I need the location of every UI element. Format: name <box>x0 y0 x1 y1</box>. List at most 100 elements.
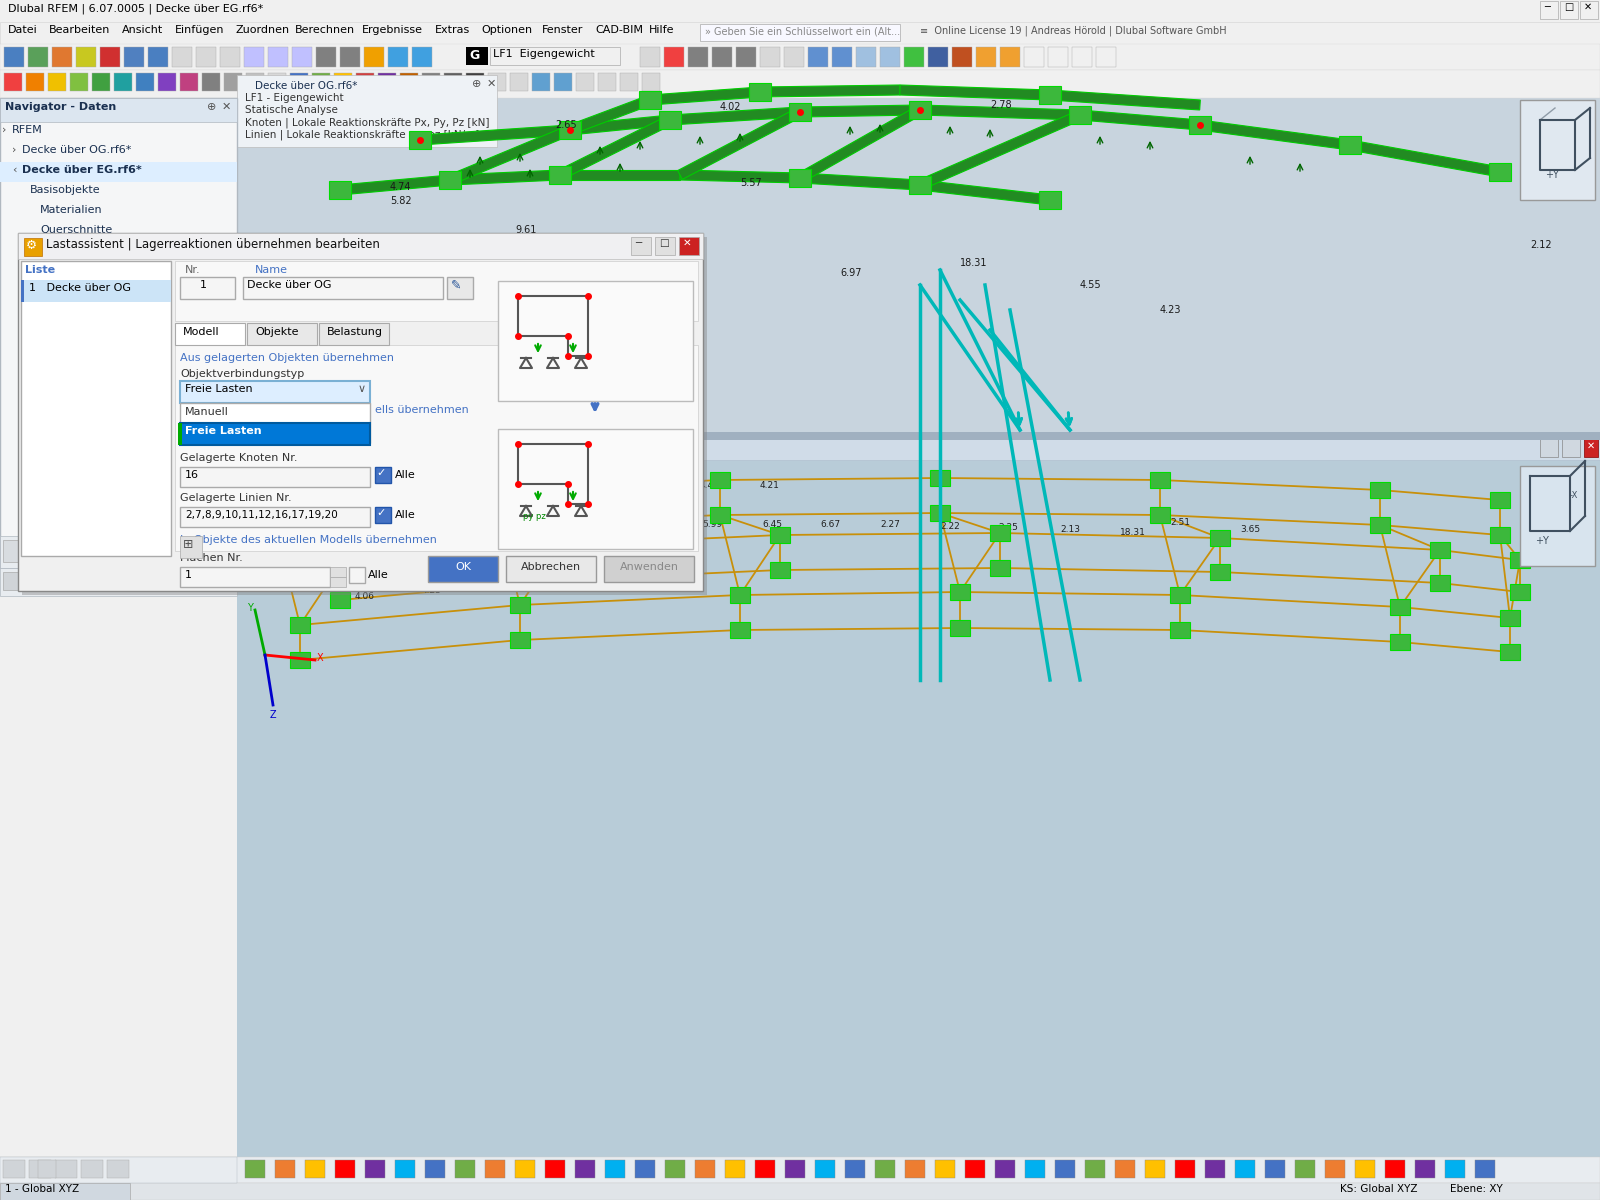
Text: Alle: Alle <box>395 510 416 520</box>
Text: Linien: Linien <box>40 284 74 295</box>
Text: 1.79: 1.79 <box>638 575 658 584</box>
Bar <box>485 1160 506 1178</box>
Text: 3.55: 3.55 <box>358 557 378 566</box>
Bar <box>1520 466 1595 566</box>
Bar <box>1150 472 1170 488</box>
Text: 2.22: 2.22 <box>941 522 960 530</box>
Bar <box>21 260 171 556</box>
Text: 1 - Global XYZ: 1 - Global XYZ <box>5 1184 78 1194</box>
Bar <box>1581 1 1598 19</box>
Bar <box>760 47 781 67</box>
Text: □: □ <box>659 238 669 248</box>
Text: 5.99: 5.99 <box>702 520 722 529</box>
Text: 4.15: 4.15 <box>510 580 530 589</box>
Text: Decke über OG.rf6*: Decke über OG.rf6* <box>22 145 131 155</box>
Bar <box>355 73 374 91</box>
Bar <box>400 73 418 91</box>
Bar <box>770 562 790 578</box>
Bar <box>789 103 811 121</box>
Bar <box>1170 622 1190 638</box>
Text: Objekte: Objekte <box>254 326 299 337</box>
Bar <box>531 73 550 91</box>
Text: Extras: Extras <box>435 25 470 35</box>
Bar <box>1445 1160 1466 1178</box>
Bar <box>374 506 390 523</box>
Text: Lastassistent | Lagerreaktionen übernehmen bearbeiten: Lastassistent | Lagerreaktionen übernehm… <box>46 238 379 251</box>
Text: Stäbe: Stäbe <box>40 305 72 314</box>
Polygon shape <box>448 125 571 185</box>
Text: ⊕: ⊕ <box>472 79 482 89</box>
Bar <box>179 506 370 527</box>
Bar <box>1210 530 1230 546</box>
Polygon shape <box>918 110 1082 190</box>
Bar <box>576 73 594 91</box>
Text: Dlubal RFEM | 6.07.0005 | Decke über EG.rf6*: Dlubal RFEM | 6.07.0005 | Decke über EG.… <box>8 2 264 13</box>
Text: 3.12: 3.12 <box>510 546 530 554</box>
Bar <box>246 323 317 346</box>
Text: Ansicht: Ansicht <box>122 25 163 35</box>
Text: CAD-BIM: CAD-BIM <box>595 25 643 35</box>
Bar <box>814 1160 835 1178</box>
Bar <box>82 1160 102 1178</box>
Bar <box>770 527 790 542</box>
Text: 1: 1 <box>186 570 192 580</box>
Bar <box>1096 47 1117 67</box>
Bar <box>0 1183 130 1200</box>
Bar <box>214 1160 235 1178</box>
Bar <box>1490 492 1510 508</box>
Bar <box>330 557 350 572</box>
Polygon shape <box>920 180 1051 205</box>
Text: Flächen: Flächen <box>40 325 83 335</box>
Polygon shape <box>568 95 651 134</box>
Bar <box>930 505 950 521</box>
Bar <box>1475 1160 1494 1178</box>
Bar <box>179 403 370 443</box>
Bar <box>179 382 370 403</box>
Text: 4.71: 4.71 <box>579 484 600 493</box>
Text: Fenster: Fenster <box>541 25 582 35</box>
Text: 5.82: 5.82 <box>390 196 411 206</box>
Text: 1: 1 <box>200 280 206 290</box>
Bar <box>334 1160 355 1178</box>
Bar <box>1370 482 1390 498</box>
Polygon shape <box>899 85 1050 100</box>
Bar <box>995 1160 1014 1178</box>
Bar <box>1038 86 1061 104</box>
Bar <box>1146 1160 1165 1178</box>
Text: 3.65: 3.65 <box>1240 526 1261 534</box>
Bar <box>1085 1160 1106 1178</box>
Bar <box>24 238 42 256</box>
Text: Zuordnen: Zuordnen <box>235 25 290 35</box>
Bar <box>808 47 829 67</box>
Text: 2.25: 2.25 <box>998 523 1018 532</box>
Bar <box>221 47 240 67</box>
Bar <box>270 538 290 553</box>
Text: -X: -X <box>1570 491 1578 500</box>
Bar <box>638 91 661 109</box>
Bar <box>856 47 877 67</box>
Bar <box>1501 644 1520 660</box>
Bar <box>224 73 242 91</box>
Text: Knoten: Knoten <box>40 265 80 275</box>
Bar <box>413 47 432 67</box>
Text: Modell: Modell <box>182 326 219 337</box>
Text: LF1 - Eigengewicht: LF1 - Eigengewicht <box>245 92 344 103</box>
Bar <box>1205 1160 1226 1178</box>
Bar <box>395 1160 414 1178</box>
Bar <box>694 1160 715 1178</box>
Bar <box>574 1160 595 1178</box>
Bar <box>498 281 693 401</box>
Bar <box>0 98 237 122</box>
Bar <box>0 44 1600 70</box>
Bar <box>786 1160 805 1178</box>
Bar <box>621 73 638 91</box>
Bar <box>1210 564 1230 580</box>
Bar <box>35 1160 54 1178</box>
Text: ✕: ✕ <box>218 542 226 552</box>
Text: ⊞: ⊞ <box>182 538 194 551</box>
Bar <box>243 277 443 299</box>
Bar <box>934 1160 955 1178</box>
Bar <box>688 47 707 67</box>
Text: Aus gelagerten Objekten übernehmen: Aus gelagerten Objekten übernehmen <box>179 353 394 362</box>
Bar <box>1386 1160 1405 1178</box>
